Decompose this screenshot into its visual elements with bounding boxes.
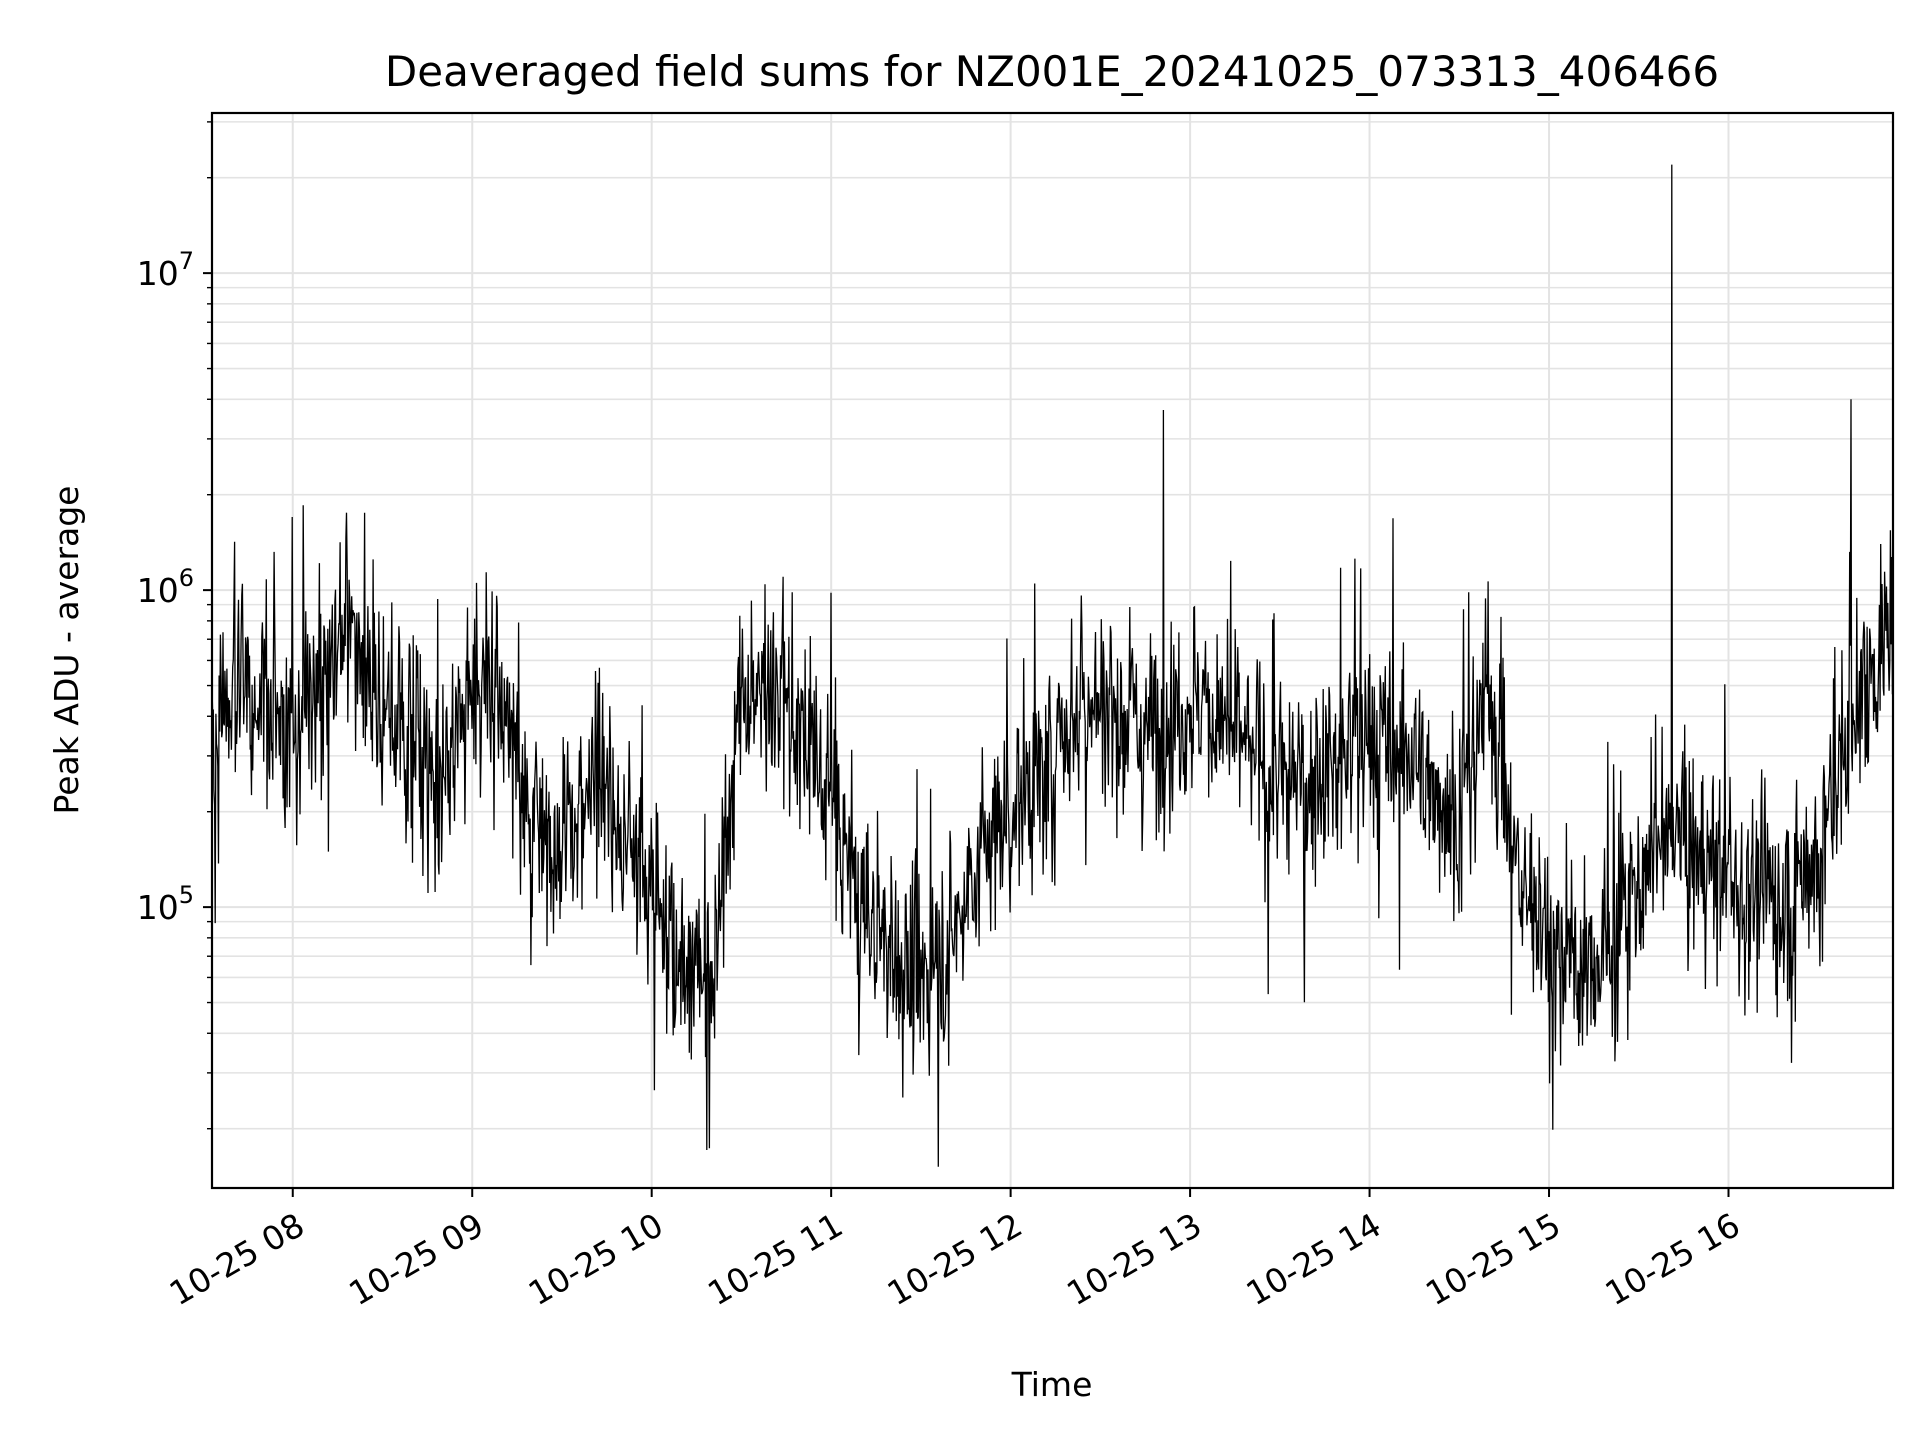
- y-tick-label-base: 10: [137, 888, 179, 927]
- y-tick-label: 106: [137, 564, 194, 610]
- y-tick-label-exponent: 5: [179, 881, 194, 909]
- y-axis-label: Peak ADU - average: [47, 486, 86, 815]
- series-line: [212, 164, 1893, 1167]
- y-tick-label-exponent: 7: [179, 247, 194, 275]
- y-tick-label-base: 10: [137, 571, 179, 610]
- plot-frame: [210, 111, 1895, 1190]
- y-tick-label-base: 10: [137, 254, 179, 293]
- y-tick-label: 105: [137, 881, 194, 927]
- x-axis-label: Time: [1011, 1365, 1093, 1404]
- plot-area: [212, 164, 1893, 1167]
- y-tick-label: 107: [137, 247, 194, 293]
- y-tick-label-exponent: 6: [179, 564, 194, 592]
- chart-title: Deaveraged field sums for NZ001E_2024102…: [385, 47, 1719, 96]
